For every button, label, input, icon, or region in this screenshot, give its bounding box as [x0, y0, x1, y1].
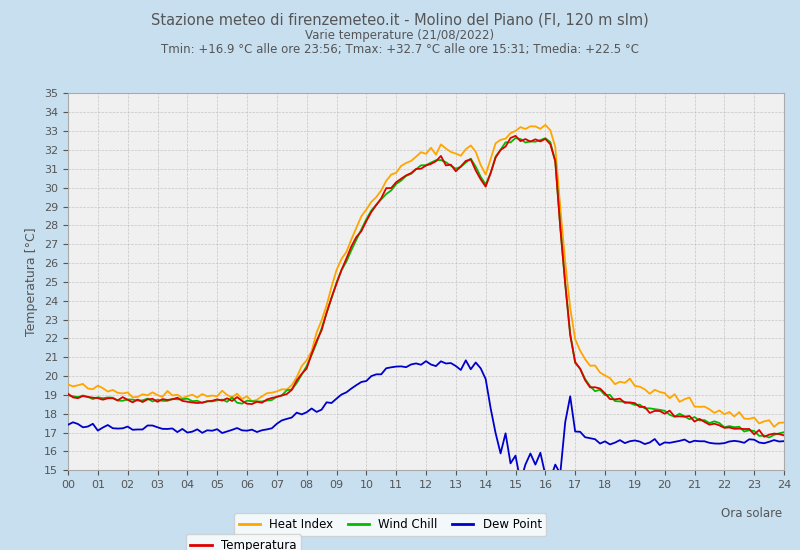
Temperatura	[610, 396, 620, 403]
Wind Chill	[630, 402, 640, 408]
Temperatura	[98, 397, 108, 403]
Heat Index	[541, 122, 550, 128]
Dew Point	[461, 357, 470, 364]
Dew Point	[516, 478, 526, 485]
Dew Point	[635, 438, 645, 445]
Dew Point	[739, 439, 749, 446]
Temperatura	[68, 394, 78, 401]
Temperatura	[476, 176, 486, 183]
Temperatura	[630, 400, 640, 406]
Line: Heat Index: Heat Index	[68, 125, 784, 427]
Temperatura	[63, 390, 73, 397]
Line: Wind Chill: Wind Chill	[68, 138, 784, 438]
Heat Index	[770, 424, 779, 430]
Wind Chill	[610, 398, 620, 404]
Heat Index	[610, 381, 620, 387]
Text: Tmin: +16.9 °C alle ore 23:56; Tmax: +32.7 °C alle ore 15:31; Tmedia: +22.5 °C: Tmin: +16.9 °C alle ore 23:56; Tmax: +32…	[161, 43, 639, 56]
Dew Point	[63, 421, 73, 428]
Heat Index	[63, 381, 73, 388]
Wind Chill	[63, 392, 73, 399]
Text: Stazione meteo di firenzemeteo.it - Molino del Piano (FI, 120 m slm): Stazione meteo di firenzemeteo.it - Moli…	[151, 12, 649, 27]
Dew Point	[481, 376, 490, 382]
Temperatura	[734, 425, 744, 432]
Y-axis label: Temperatura [°C]: Temperatura [°C]	[26, 228, 38, 336]
Wind Chill	[764, 434, 774, 441]
Dew Point	[98, 424, 108, 431]
Dew Point	[615, 437, 625, 443]
Temperatura	[759, 433, 769, 440]
Wind Chill	[779, 429, 789, 436]
Dew Point	[68, 419, 78, 426]
Line: Dew Point: Dew Point	[68, 360, 784, 482]
Temperatura	[779, 432, 789, 439]
Heat Index	[68, 383, 78, 390]
Heat Index	[779, 419, 789, 426]
Heat Index	[476, 162, 486, 168]
Wind Chill	[476, 173, 486, 180]
Line: Temperatura: Temperatura	[68, 136, 784, 437]
Wind Chill	[98, 395, 108, 402]
Wind Chill	[734, 424, 744, 430]
Heat Index	[98, 385, 108, 392]
Text: Ora solare: Ora solare	[722, 507, 782, 520]
Dew Point	[779, 438, 789, 444]
Text: Varie temperature (21/08/2022): Varie temperature (21/08/2022)	[306, 29, 494, 42]
Wind Chill	[510, 135, 520, 141]
Wind Chill	[68, 393, 78, 399]
Heat Index	[630, 383, 640, 389]
Legend: Temperatura: Temperatura	[186, 534, 302, 550]
Heat Index	[734, 409, 744, 415]
Temperatura	[510, 133, 520, 139]
